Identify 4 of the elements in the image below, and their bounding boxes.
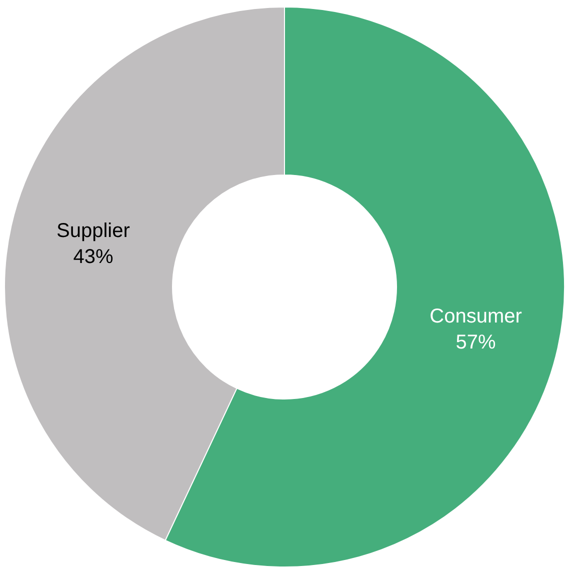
data-label: 43% [73,246,114,268]
slice-label: Consumer [430,305,522,328]
data-label: 57% [456,331,496,354]
slice-label: Supplier [56,220,130,242]
